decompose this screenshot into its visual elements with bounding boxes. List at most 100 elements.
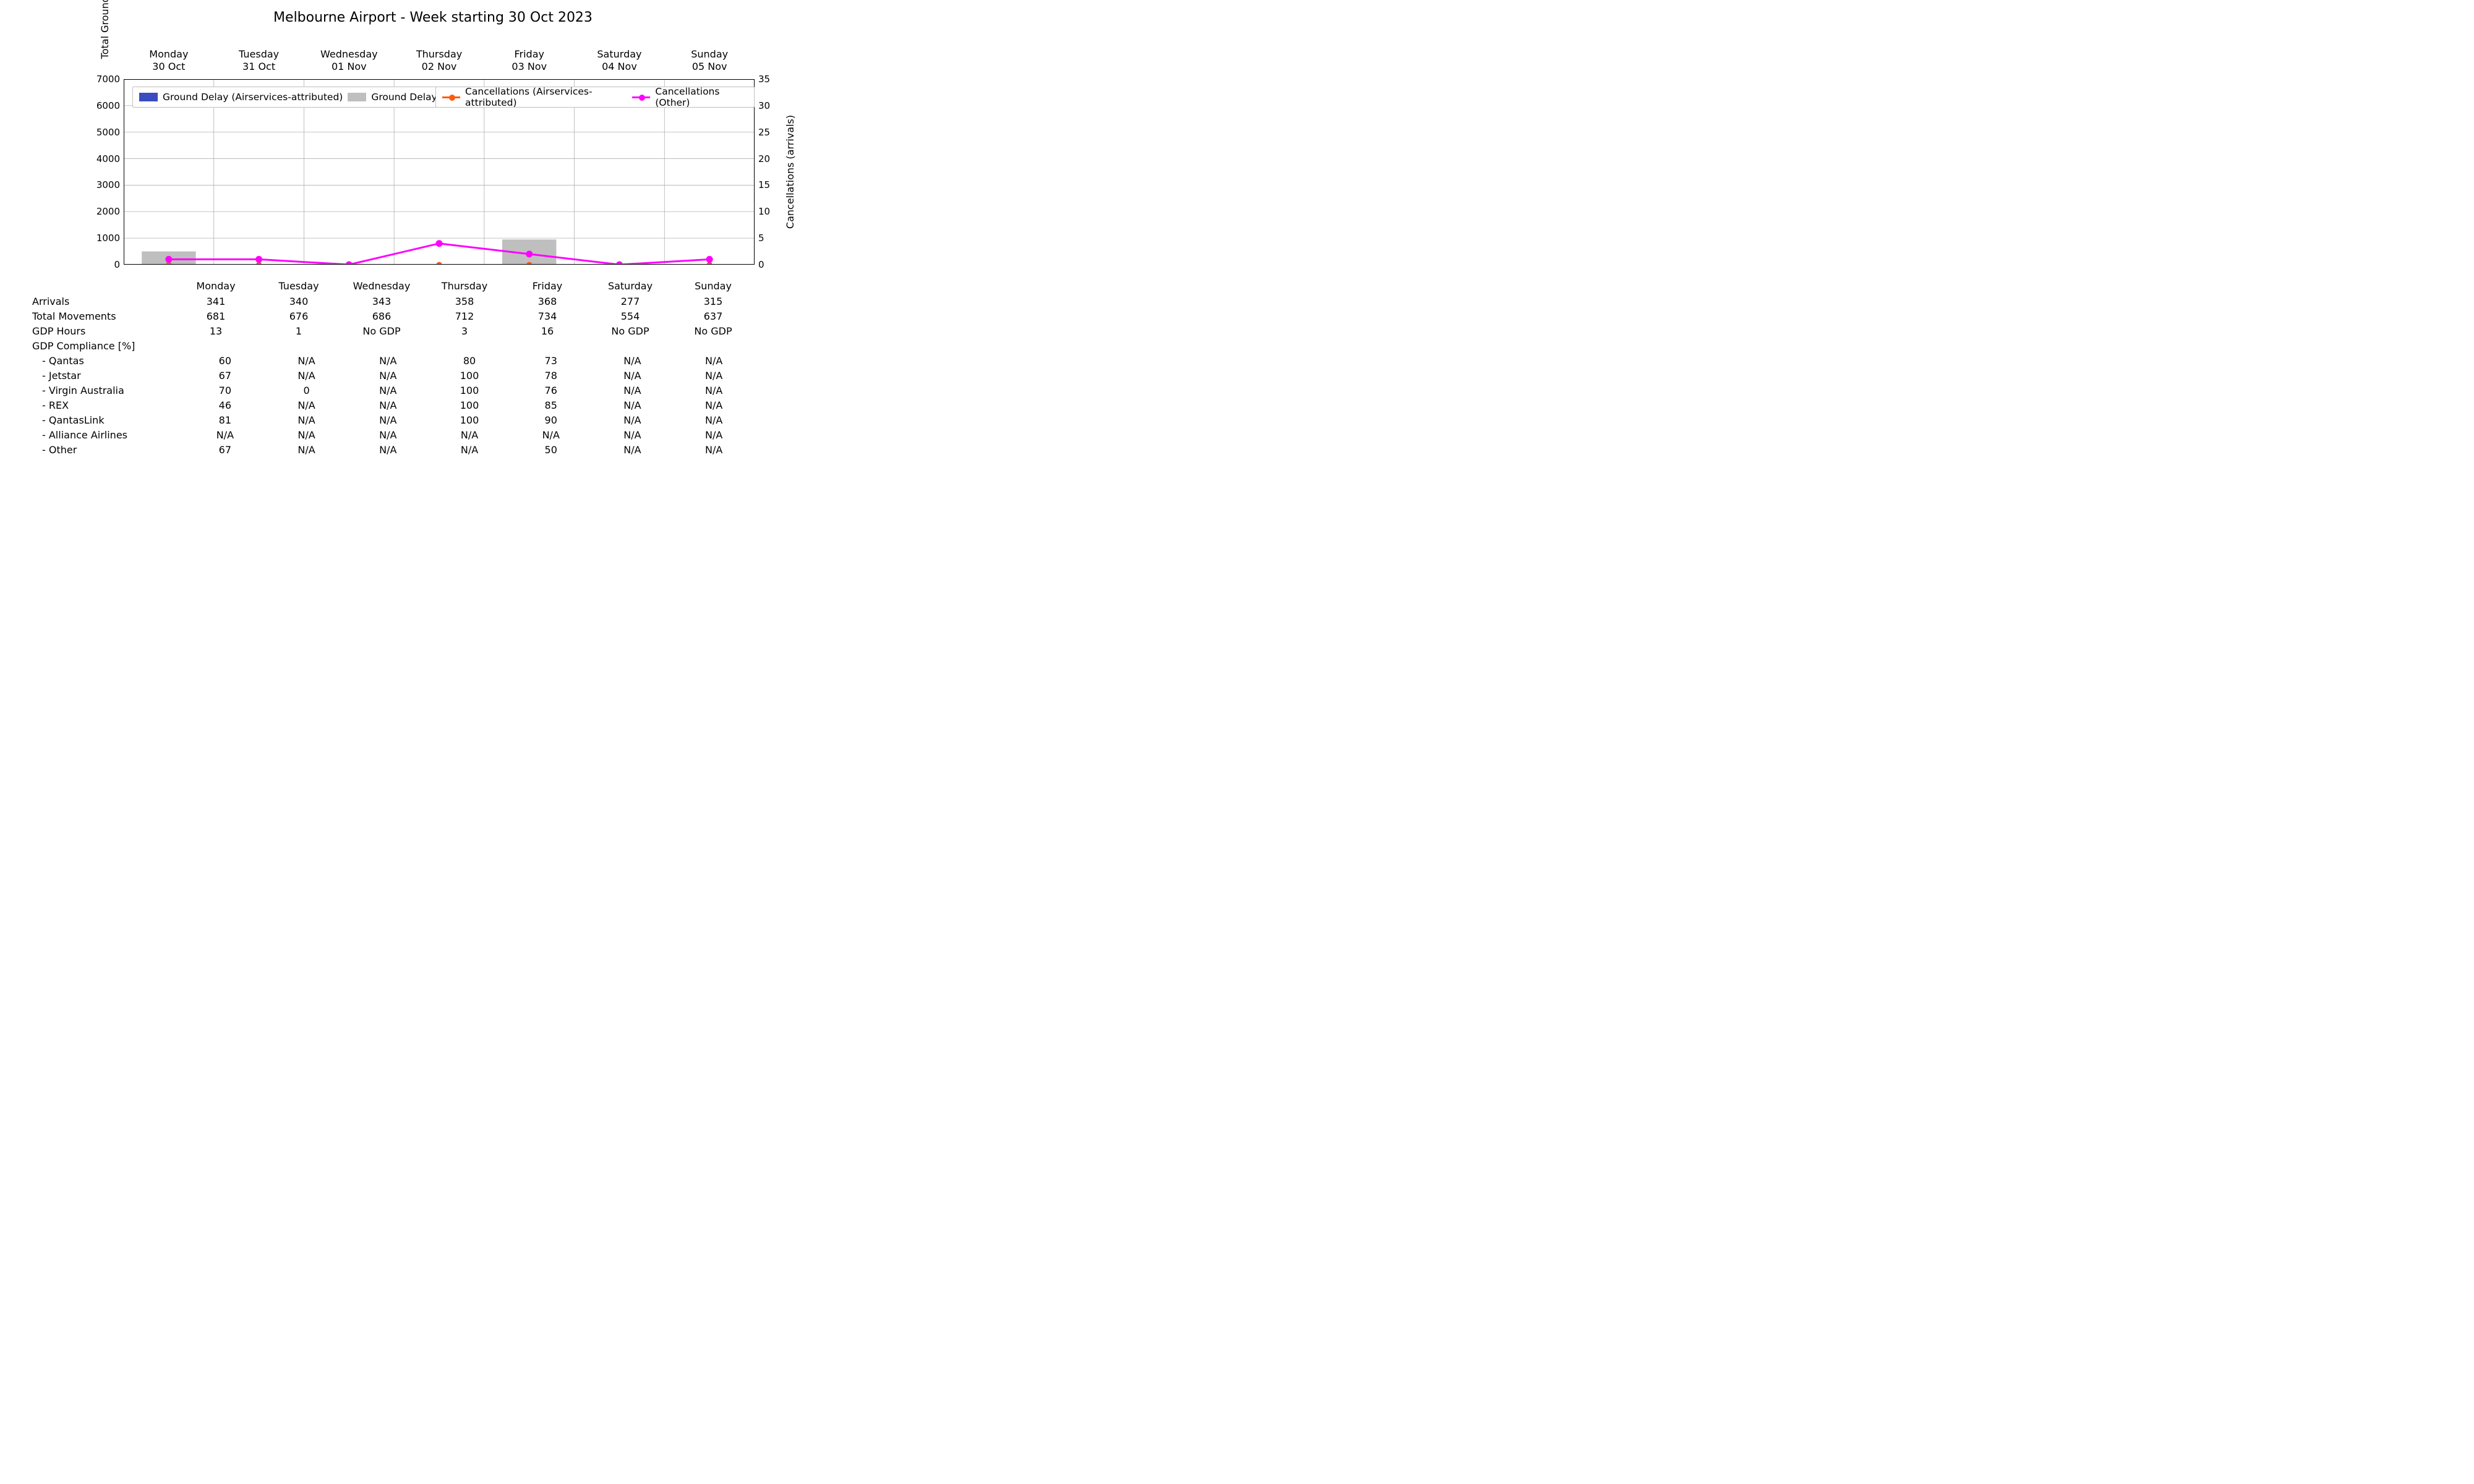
table-cell: 554 bbox=[589, 309, 672, 324]
table-row: GDP Hours131No GDP316No GDPNo GDP bbox=[31, 324, 755, 339]
y-right-tick: 25 bbox=[758, 127, 783, 138]
table-row: GDP Compliance [%] bbox=[31, 339, 755, 354]
y-left-tick: 4000 bbox=[93, 153, 120, 164]
table-day-header: Monday bbox=[174, 278, 257, 294]
table-cell: N/A bbox=[266, 413, 348, 428]
table-cell: 277 bbox=[589, 294, 672, 309]
table-cell: 50 bbox=[510, 443, 592, 458]
legend-item: Cancellations (Other) bbox=[632, 90, 748, 104]
summary-table: MondayTuesdayWednesdayThursdayFridaySatu… bbox=[31, 278, 755, 458]
top-date-col: Sunday05 Nov bbox=[664, 48, 755, 73]
row-label: - Alliance Airlines bbox=[31, 428, 184, 443]
table-cell: N/A bbox=[347, 369, 429, 383]
table-cell: N/A bbox=[347, 428, 429, 443]
legend-left: Ground Delay (Airservices-attributed) Gro… bbox=[132, 87, 444, 108]
table-cell: N/A bbox=[592, 398, 674, 413]
table-cell: 73 bbox=[510, 354, 592, 369]
table-cell: 676 bbox=[257, 309, 340, 324]
row-label: Total Movements bbox=[31, 309, 174, 324]
table-cell: No GDP bbox=[589, 324, 672, 339]
table-cell: 67 bbox=[184, 369, 266, 383]
row-label: - Jetstar bbox=[31, 369, 184, 383]
top-date-col: Thursday02 Nov bbox=[394, 48, 484, 73]
top-date-col: Friday03 Nov bbox=[484, 48, 575, 73]
table-cell: N/A bbox=[347, 443, 429, 458]
legend-right: Cancellations (Airservices-attributed)Ca… bbox=[435, 87, 755, 108]
table-cell: No GDP bbox=[672, 324, 755, 339]
legend-swatch-line bbox=[632, 93, 650, 101]
table-cell: 90 bbox=[510, 413, 592, 428]
y-right-tick: 30 bbox=[758, 100, 783, 111]
table-row: - Qantas60N/AN/A8073N/AN/A bbox=[31, 354, 755, 369]
row-label: Arrivals bbox=[31, 294, 174, 309]
table-cell: 686 bbox=[340, 309, 423, 324]
row-label: - QantasLink bbox=[31, 413, 184, 428]
y-right-tick: 10 bbox=[758, 206, 783, 217]
legend-swatch-line bbox=[442, 93, 460, 101]
table-cell: N/A bbox=[266, 398, 348, 413]
table-cell: N/A bbox=[673, 354, 755, 369]
table-cell: 343 bbox=[340, 294, 423, 309]
top-date-col: Wednesday01 Nov bbox=[304, 48, 394, 73]
table-row: Total Movements681676686712734554637 bbox=[31, 309, 755, 324]
top-date-labels: Monday30 OctTuesday31 OctWednesday01 Nov… bbox=[124, 48, 755, 73]
table-cell: 681 bbox=[174, 309, 257, 324]
table-cell: N/A bbox=[592, 428, 674, 443]
table-cell: N/A bbox=[266, 443, 348, 458]
table-day-header: Wednesday bbox=[340, 278, 423, 294]
y-left-tick: 5000 bbox=[93, 127, 120, 138]
table-cell: 712 bbox=[423, 309, 506, 324]
table-cell: N/A bbox=[673, 383, 755, 398]
top-date-col: Monday30 Oct bbox=[124, 48, 214, 73]
table-cell: N/A bbox=[673, 443, 755, 458]
table-cell: 81 bbox=[184, 413, 266, 428]
table-cell: N/A bbox=[592, 354, 674, 369]
table-cell: No GDP bbox=[340, 324, 423, 339]
table-cell: N/A bbox=[347, 398, 429, 413]
table-cell: 60 bbox=[184, 354, 266, 369]
table-cell: N/A bbox=[673, 369, 755, 383]
row-label: - Qantas bbox=[31, 354, 184, 369]
table-cell: 16 bbox=[506, 324, 589, 339]
table-cell: 341 bbox=[174, 294, 257, 309]
legend-label: Ground Delay (Airservices-attributed) bbox=[163, 92, 343, 103]
y-left-tick: 6000 bbox=[93, 100, 120, 111]
row-label: GDP Compliance [%] bbox=[31, 339, 174, 354]
table-cell: 67 bbox=[184, 443, 266, 458]
y-right-tick: 0 bbox=[758, 259, 783, 270]
table-cell: 3 bbox=[423, 324, 506, 339]
table-cell: 85 bbox=[510, 398, 592, 413]
table-cell: 315 bbox=[672, 294, 755, 309]
table-header: MondayTuesdayWednesdayThursdayFridaySatu… bbox=[31, 278, 755, 294]
y-left-tick: 1000 bbox=[93, 232, 120, 244]
legend-label: Ground Delay bbox=[371, 92, 437, 103]
y-left-tick: 7000 bbox=[93, 74, 120, 85]
y-right-tick: 5 bbox=[758, 232, 783, 244]
row-label: - REX bbox=[31, 398, 184, 413]
legend-label: Cancellations (Other) bbox=[655, 86, 748, 108]
table-cell: 100 bbox=[429, 369, 510, 383]
table-cell: 46 bbox=[184, 398, 266, 413]
legend-item: Ground Delay bbox=[348, 90, 437, 104]
table-row: - REX46N/AN/A10085N/AN/A bbox=[31, 398, 755, 413]
table-row: Arrivals341340343358368277315 bbox=[31, 294, 755, 309]
table-cell: 80 bbox=[429, 354, 510, 369]
table-row: - Alliance AirlinesN/AN/AN/AN/AN/AN/AN/A bbox=[31, 428, 755, 443]
table-cell: 368 bbox=[506, 294, 589, 309]
row-label: - Other bbox=[31, 443, 184, 458]
table-cell: N/A bbox=[592, 383, 674, 398]
table-cell: N/A bbox=[673, 428, 755, 443]
table-day-header: Sunday bbox=[672, 278, 755, 294]
legend-item: Ground Delay (Airservices-attributed) bbox=[139, 90, 343, 104]
table-cell: N/A bbox=[592, 443, 674, 458]
table-day-header: Friday bbox=[506, 278, 589, 294]
table-cell: 0 bbox=[266, 383, 348, 398]
table-row: - QantasLink81N/AN/A10090N/AN/A bbox=[31, 413, 755, 428]
row-label: - Virgin Australia bbox=[31, 383, 184, 398]
y-left-axis-label: Total Ground Delay [minutes] bbox=[99, 0, 111, 79]
legend-swatch-rect bbox=[139, 93, 158, 101]
table-cell: 76 bbox=[510, 383, 592, 398]
table-cell: 358 bbox=[423, 294, 506, 309]
chart-title: Melbourne Airport - Week starting 30 Oct… bbox=[0, 10, 866, 25]
top-date-col: Tuesday31 Oct bbox=[214, 48, 304, 73]
